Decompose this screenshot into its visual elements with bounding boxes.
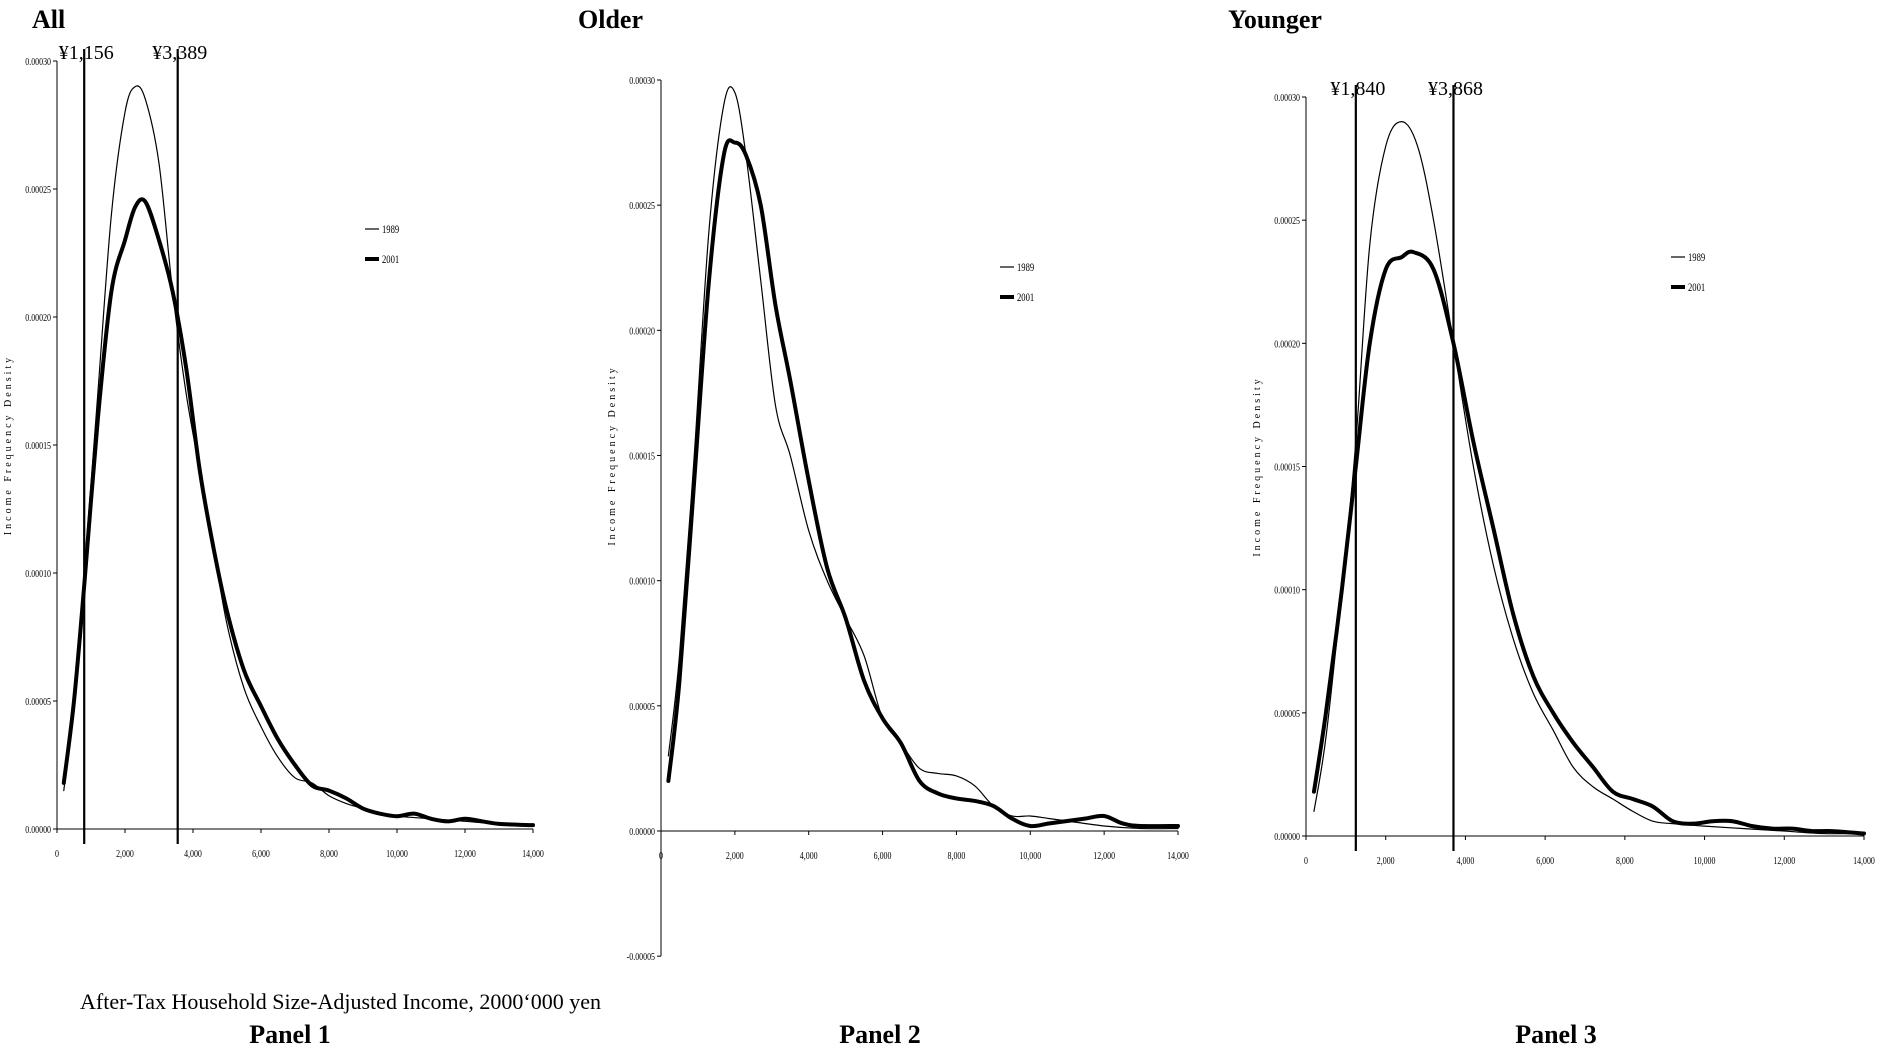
- panel-1-y-tick-label: 0.00000: [25, 824, 51, 837]
- panel-3-x-tick-label: 10,000: [1694, 855, 1716, 868]
- panel-3-x-tick-label: 12,000: [1773, 855, 1795, 868]
- panel-1-y-tick-label: 0.00005: [25, 696, 51, 709]
- panel-3-series-1989: [1313, 121, 1865, 835]
- panel-1-x-tick-label: 12,000: [454, 848, 476, 861]
- panel-3-reference-line-label: ¥1,840: [1330, 78, 1385, 100]
- panel-3-x-tick-label: 14,000: [1853, 855, 1875, 868]
- panel-1-y-tick-label: 0.00010: [25, 568, 51, 581]
- panel-3-chart: Younger Panel 3 0.00000 0.00005 0.00010 0.0…: [1228, 5, 1875, 1048]
- panel-1-y-tick-label: 0.00030: [25, 56, 51, 69]
- panel-3-y-tick-label: 0.00015: [1274, 461, 1300, 474]
- panel-3-y-tick-label: 0.00010: [1274, 584, 1300, 597]
- panel-2-series-1989: [667, 86, 1179, 830]
- panel-3-series-2001: [1311, 249, 1866, 836]
- panel-3-y-tick-label: 0.00030: [1274, 92, 1300, 105]
- panel-2-x-tick-label: 0: [659, 850, 663, 863]
- panel-3-legend-label: 2001: [1688, 282, 1705, 295]
- panel-1-x-tick-label: 0: [55, 848, 59, 861]
- panel-2-chart: Older Panel 2 -0.00005 0.00000 0.00005 0.00…: [578, 5, 1189, 1048]
- panel-2-series-2001: [666, 138, 1180, 829]
- panel-1-series-1989: [63, 85, 534, 826]
- panel-2-x-tick-label: 2,000: [726, 850, 744, 863]
- panel-2-legend-label: 1989: [1017, 262, 1034, 275]
- panel-2-label: Panel 2: [839, 1020, 921, 1048]
- panel-2-x-tick-label: 6,000: [874, 850, 892, 863]
- panel-3-x-tick-label: 6,000: [1536, 855, 1554, 868]
- panel-2-y-tick-label: -0.00005: [627, 951, 656, 964]
- panel-1-y-tick-label: 0.00015: [25, 440, 51, 453]
- panel-3-legend-label: 1989: [1688, 252, 1705, 265]
- panel-2-y-tick-label: 0.00000: [629, 826, 655, 839]
- panel-1-x-tick-label: 6,000: [252, 848, 270, 861]
- panel-1-x-tick-label: 14,000: [522, 848, 544, 861]
- panel-2-y-tick-label: 0.00015: [629, 450, 655, 463]
- panel-1-reference-line-label: ¥3,389: [152, 42, 207, 64]
- panel-1-x-tick-label: 4,000: [184, 848, 202, 861]
- panel-2-y-axis-label: Income Frequency Density: [607, 365, 618, 545]
- panel-3-y-tick-label: 0.00025: [1274, 215, 1300, 228]
- panel-3-reference-line-label: ¥3,868: [1428, 78, 1483, 100]
- panel-2-title: Older: [578, 5, 643, 34]
- panel-1-title: All: [32, 5, 65, 34]
- panel-1-series-2001: [61, 197, 535, 828]
- panel-1-x-tick-label: 2,000: [116, 848, 134, 861]
- panel-1-x-tick-label: 10,000: [386, 848, 408, 861]
- panel-3-y-tick-label: 0.00020: [1274, 338, 1300, 351]
- panel-3-y-tick-label: 0.00000: [1274, 831, 1300, 844]
- panel-3-x-tick-label: 0: [1304, 855, 1308, 868]
- panel-2-y-tick-label: 0.00025: [629, 200, 655, 213]
- panel-2-legend-label: 2001: [1017, 292, 1034, 305]
- panel-1-x-tick-label: 8,000: [320, 848, 338, 861]
- panel-1-legend-label: 2001: [382, 254, 399, 267]
- panel-2-x-tick-label: 10,000: [1019, 850, 1041, 863]
- panel-3-title: Younger: [1228, 5, 1322, 34]
- panel-3-y-axis-label: Income Frequency Density: [1252, 376, 1263, 556]
- panel-2-x-tick-label: 12,000: [1093, 850, 1115, 863]
- panel-1-reference-line-label: ¥1,156: [59, 42, 114, 64]
- panel-3-x-tick-label: 4,000: [1457, 855, 1475, 868]
- panel-3-y-tick-label: 0.00005: [1274, 708, 1300, 721]
- panel-2-y-tick-label: 0.00020: [629, 325, 655, 338]
- panel-1-legend-label: 1989: [382, 224, 399, 237]
- panel-1-label: Panel 1: [249, 1020, 331, 1048]
- panel-2-y-tick-label: 0.00030: [629, 75, 655, 88]
- panel-1-chart: All Panel 1 0.00000 0.00005 0.00010 0.00015…: [3, 5, 544, 1048]
- panel-2-x-tick-label: 8,000: [948, 850, 966, 863]
- panel-1-y-tick-label: 0.00020: [25, 312, 51, 325]
- panel-1-y-axis-label: Income Frequency Density: [3, 355, 14, 535]
- panel-1-y-tick-label: 0.00025: [25, 184, 51, 197]
- panel-2-y-tick-label: 0.00005: [629, 701, 655, 714]
- panel-3-x-tick-label: 8,000: [1616, 855, 1634, 868]
- panel-2-y-tick-label: 0.00010: [629, 575, 655, 588]
- panel-2-x-tick-label: 14,000: [1167, 850, 1189, 863]
- panel-2-x-tick-label: 4,000: [800, 850, 818, 863]
- panel-3-x-tick-label: 2,000: [1377, 855, 1395, 868]
- panel-3-label: Panel 3: [1515, 1020, 1597, 1048]
- x-axis-caption: After-Tax Household Size-Adjusted Income…: [80, 989, 601, 1014]
